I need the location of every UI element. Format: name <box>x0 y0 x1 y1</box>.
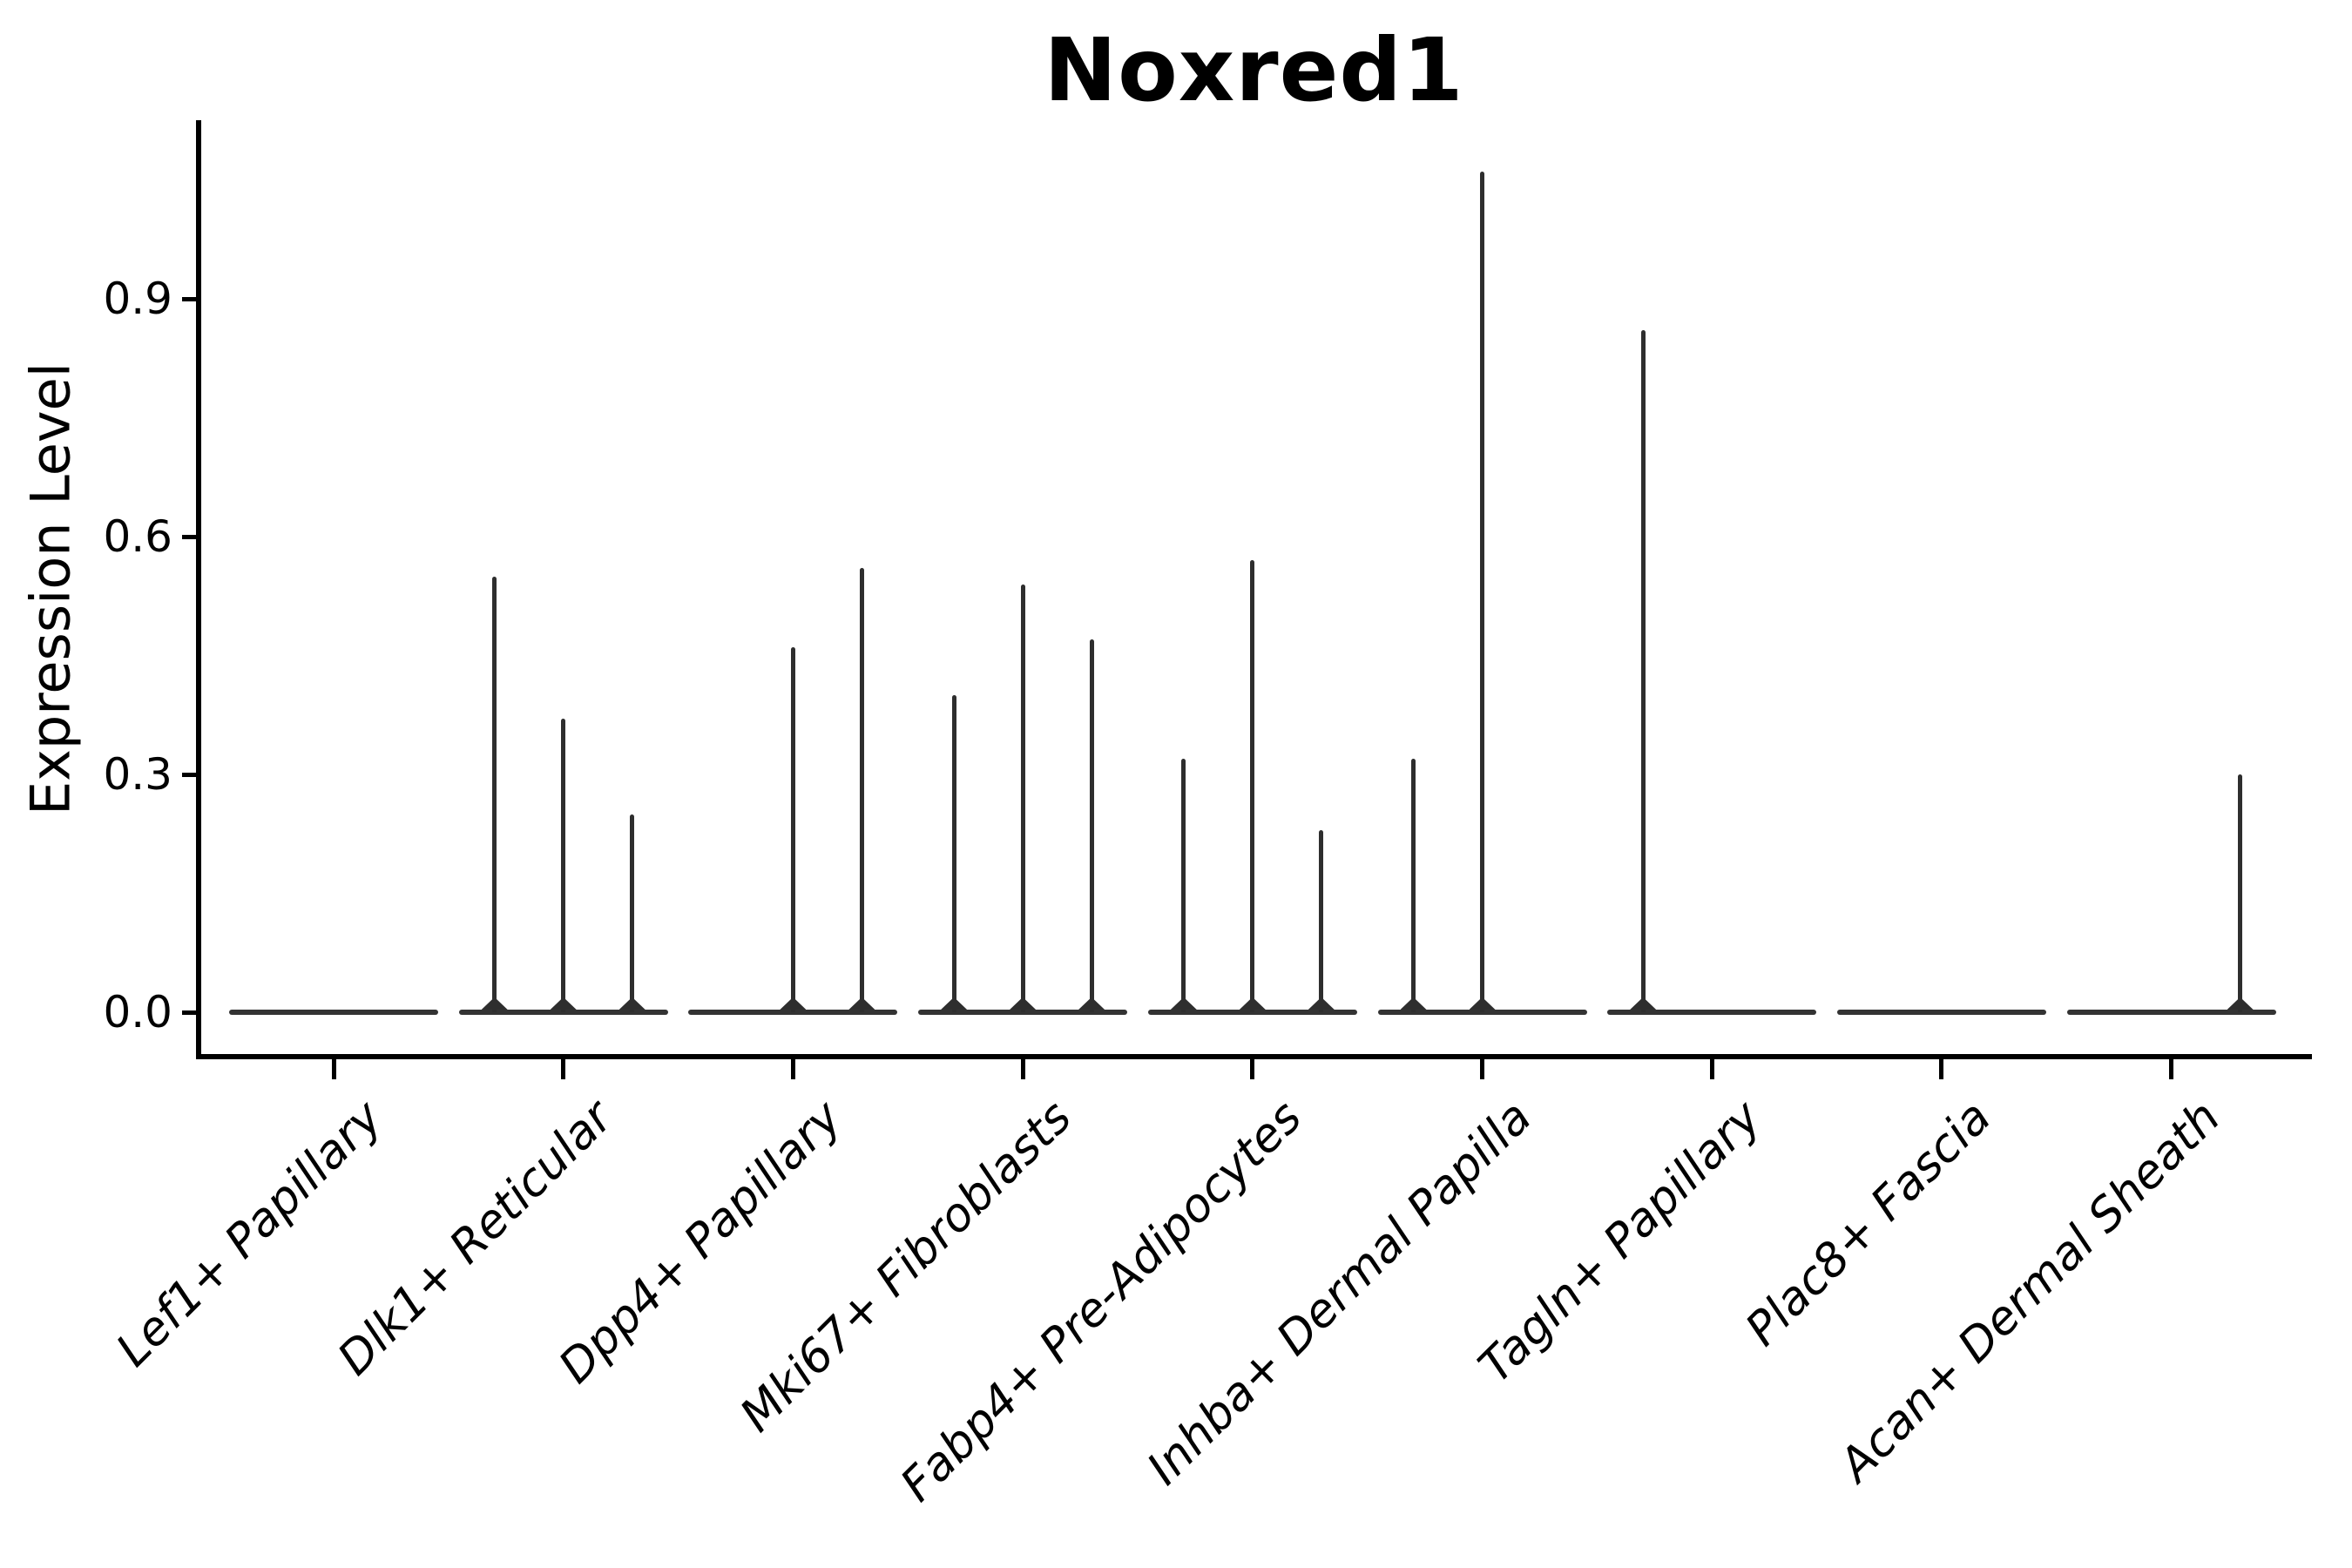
x-tick-label: Inhba+ Dermal Papilla <box>1137 1091 1542 1496</box>
violin-spike <box>1020 584 1025 1012</box>
violin-spike <box>790 647 795 1012</box>
x-tick-label: Fabp4+ Pre-Adipocytes <box>890 1091 1312 1512</box>
y-axis-label: Expression Level <box>18 362 83 815</box>
y-tick <box>182 772 196 777</box>
x-tick <box>1250 1059 1255 1079</box>
violin-spike <box>2238 774 2243 1012</box>
violin-baseline <box>1377 1010 1587 1015</box>
x-tick <box>790 1059 795 1079</box>
y-tick-label: 0.6 <box>103 511 172 562</box>
violin-spike <box>1411 758 1416 1012</box>
violin-spike <box>492 576 497 1012</box>
violin-baseline <box>918 1010 1128 1015</box>
violin-spike <box>1319 829 1324 1012</box>
violin-spike <box>630 814 635 1012</box>
violin-baseline <box>458 1010 668 1015</box>
x-tick <box>2169 1059 2174 1079</box>
violin-baseline <box>688 1010 898 1015</box>
violin-baseline <box>1607 1010 1817 1015</box>
y-axis-line <box>196 120 201 1059</box>
y-tick <box>182 534 196 539</box>
x-axis-line <box>196 1054 2312 1059</box>
x-tick <box>561 1059 566 1079</box>
x-tick <box>1939 1059 1944 1079</box>
violin-spike <box>1250 560 1255 1012</box>
violin-baseline <box>229 1010 438 1015</box>
violin-spike <box>1640 330 1646 1012</box>
violin-spike <box>951 695 956 1012</box>
y-tick-label: 0.0 <box>103 987 172 1037</box>
violin-spike <box>561 719 566 1012</box>
x-tick <box>1709 1059 1714 1079</box>
violin-spike <box>1181 758 1186 1012</box>
y-tick-label: 0.9 <box>103 274 172 324</box>
violin-spike <box>1480 172 1484 1012</box>
y-tick <box>182 1010 196 1015</box>
x-tick <box>1020 1059 1025 1079</box>
x-tick <box>1480 1059 1484 1079</box>
y-tick-label: 0.3 <box>103 749 172 800</box>
violin-spike <box>859 568 864 1012</box>
violin-spike <box>1089 639 1094 1012</box>
y-tick <box>182 296 196 301</box>
x-tick <box>331 1059 336 1079</box>
chart-title: Noxred1 <box>1044 19 1464 121</box>
violin-baseline <box>1836 1010 2046 1015</box>
violin-baseline <box>2066 1010 2276 1015</box>
x-tick-label: Acan+ Dermal Sheath <box>1829 1091 2231 1492</box>
x-tick-label: Plac8+ Fascia <box>1735 1091 2002 1356</box>
violin-baseline <box>1147 1010 1357 1015</box>
